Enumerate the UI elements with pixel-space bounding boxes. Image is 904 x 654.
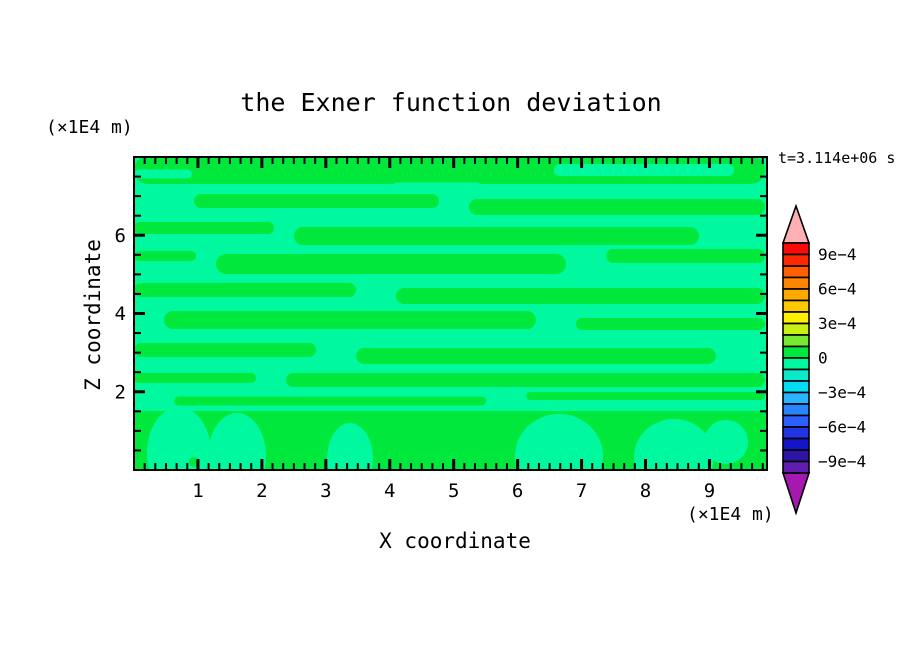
contour-band bbox=[469, 199, 765, 215]
x-tick-label: 2 bbox=[256, 480, 267, 502]
colorbar-segment bbox=[782, 380, 810, 394]
chart-title: the Exner function deviation bbox=[240, 88, 662, 117]
x-axis-title: X coordinate bbox=[379, 529, 531, 553]
contour-band bbox=[286, 373, 765, 387]
colorbar-segment bbox=[782, 288, 810, 302]
x-tick-label: 9 bbox=[704, 480, 715, 502]
colorbar-label: 3e−4 bbox=[818, 314, 857, 333]
contour-band bbox=[134, 222, 274, 234]
contour-band bbox=[554, 164, 734, 176]
x-axis-unit-label: (×1E4 m) bbox=[687, 504, 774, 525]
colorbar-segment bbox=[782, 242, 810, 256]
contour-band bbox=[164, 311, 536, 329]
colorbar-label: 6e−4 bbox=[818, 280, 857, 299]
colorbar-segment bbox=[782, 334, 810, 348]
x-tick-label: 5 bbox=[448, 480, 459, 502]
colorbar-segment bbox=[782, 403, 810, 417]
y-tick-label: 6 bbox=[115, 225, 126, 247]
colorbar bbox=[781, 203, 811, 516]
x-tick-label: 6 bbox=[512, 480, 523, 502]
colorbar-over-arrow bbox=[781, 203, 811, 244]
colorbar-segment bbox=[782, 426, 810, 440]
colorbar-segment bbox=[782, 437, 810, 451]
contour-band bbox=[576, 318, 765, 330]
colorbar-segment bbox=[782, 414, 810, 428]
contour-band bbox=[606, 249, 765, 263]
contour-blob bbox=[704, 420, 748, 464]
colorbar-segment bbox=[782, 391, 810, 405]
contour-band bbox=[356, 348, 716, 364]
colorbar-segment bbox=[782, 311, 810, 325]
x-tick-label: 7 bbox=[576, 480, 587, 502]
contour-blob bbox=[147, 407, 211, 470]
contour-band bbox=[294, 227, 699, 245]
colorbar-segment bbox=[782, 322, 810, 336]
x-tick-label: 3 bbox=[320, 480, 331, 502]
contour-band bbox=[396, 288, 765, 304]
y-axis-unit-label: (×1E4 m) bbox=[46, 117, 133, 138]
contour-band bbox=[174, 396, 486, 406]
contour-band bbox=[134, 343, 316, 357]
contour-band bbox=[134, 373, 256, 383]
x-tick-label: 1 bbox=[192, 480, 203, 502]
colorbar-segment bbox=[782, 357, 810, 371]
colorbar-label: 0 bbox=[818, 349, 828, 368]
contour-band bbox=[134, 169, 192, 179]
x-tick-label: 8 bbox=[640, 480, 651, 502]
colorbar-label: −6e−4 bbox=[818, 418, 866, 437]
contour-field bbox=[134, 157, 767, 470]
contour-band bbox=[526, 392, 765, 400]
y-tick-label: 4 bbox=[115, 303, 126, 325]
contour-band bbox=[134, 157, 765, 184]
colorbar-segment bbox=[782, 368, 810, 382]
colorbar-under-arrow bbox=[781, 472, 811, 516]
colorbar-segment bbox=[782, 265, 810, 279]
colorbar-label: 9e−4 bbox=[818, 245, 857, 264]
contour-band bbox=[392, 182, 482, 194]
plot-frame bbox=[133, 156, 768, 471]
colorbar-segment bbox=[782, 449, 810, 463]
colorbar-segment bbox=[782, 345, 810, 359]
colorbar-segment bbox=[782, 299, 810, 313]
contour-band bbox=[134, 251, 196, 261]
y-tick-label: 2 bbox=[115, 381, 126, 403]
timestamp-label: t=3.114e+06 s bbox=[778, 149, 896, 167]
colorbar-segment bbox=[782, 253, 810, 267]
colorbar-segment bbox=[782, 460, 810, 474]
x-tick-label: 4 bbox=[384, 480, 395, 502]
colorbar-label: −3e−4 bbox=[818, 383, 866, 402]
contour-blob bbox=[515, 414, 603, 470]
contour-blob bbox=[327, 423, 373, 470]
contour-blob bbox=[634, 419, 714, 470]
colorbar-label: −9e−4 bbox=[818, 452, 866, 471]
contour-band bbox=[194, 194, 439, 208]
colorbar-segment bbox=[782, 276, 810, 290]
contour-band bbox=[216, 254, 566, 274]
contour-blob bbox=[208, 413, 266, 470]
contour-band bbox=[134, 283, 356, 297]
